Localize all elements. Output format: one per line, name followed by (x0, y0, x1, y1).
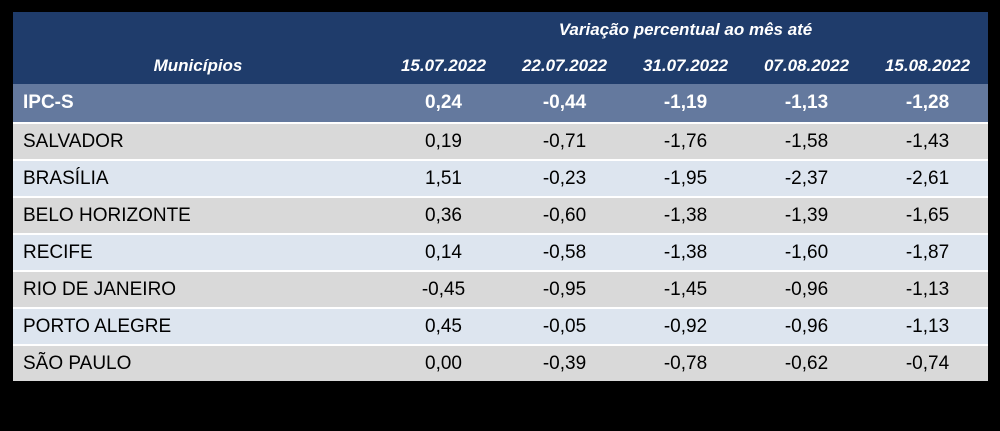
value-cell: -0,45 (421, 278, 466, 300)
value-cell: -1,95 (663, 167, 708, 189)
value-cell: -0,92 (663, 315, 708, 337)
value-cell: -0,74 (905, 352, 950, 374)
ipcs-variation-table: Variação percentual ao mês até Município… (13, 12, 988, 381)
row-label: BELO HORIZONTE (23, 204, 191, 226)
value-cell: -0,71 (542, 130, 587, 152)
value-cell: 1,51 (425, 167, 462, 189)
value-cell: -0,05 (542, 315, 587, 337)
value-cell: -0,23 (542, 167, 587, 189)
row-label: BRASÍLIA (23, 167, 109, 189)
row-label: PORTO ALEGRE (23, 315, 172, 337)
value-cell: 0,24 (425, 92, 462, 113)
value-cell: -0,96 (784, 315, 829, 337)
row-label: SÃO PAULO (23, 352, 132, 374)
value-cell: -0,62 (784, 352, 829, 374)
value-cell: -1,45 (663, 278, 708, 300)
row-label: RECIFE (23, 241, 93, 263)
table-row-belo-horizonte: BELO HORIZONTE 0,36 -0,60 -1,38 -1,39 -1… (13, 196, 988, 233)
value-cell: -1,65 (905, 204, 950, 226)
value-cell: 0,19 (425, 130, 462, 152)
value-cell: -0,39 (542, 352, 587, 374)
value-cell: -1,13 (905, 315, 950, 337)
header-group-title: Variação percentual ao mês até (558, 20, 813, 39)
header-date-5: 15.08.2022 (884, 56, 971, 75)
value-cell: -1,39 (784, 204, 829, 226)
table-row-rio-de-janeiro: RIO DE JANEIRO -0,45 -0,95 -1,45 -0,96 -… (13, 270, 988, 307)
value-cell: -0,58 (542, 241, 587, 263)
value-cell: -0,78 (663, 352, 708, 374)
value-cell: -0,95 (542, 278, 587, 300)
value-cell: 0,14 (425, 241, 462, 263)
value-cell: 0,00 (425, 352, 462, 374)
value-cell: -1,19 (663, 92, 708, 113)
table-row-recife: RECIFE 0,14 -0,58 -1,38 -1,60 -1,87 (13, 233, 988, 270)
value-cell: -1,28 (905, 92, 950, 113)
value-cell: 0,36 (425, 204, 462, 226)
header-date-4: 07.08.2022 (763, 56, 850, 75)
header-date-3: 31.07.2022 (642, 56, 729, 75)
value-cell: -1,38 (663, 204, 708, 226)
value-cell: -1,60 (784, 241, 829, 263)
header-date-1: 15.07.2022 (400, 56, 487, 75)
value-cell: -0,96 (784, 278, 829, 300)
table-row-brasilia: BRASÍLIA 1,51 -0,23 -1,95 -2,37 -2,61 (13, 159, 988, 196)
table-row-ipcs: IPC-S 0,24 -0,44 -1,19 -1,13 -1,28 (13, 84, 988, 122)
table-row-sao-paulo: SÃO PAULO 0,00 -0,39 -0,78 -0,62 -0,74 (13, 344, 988, 381)
value-cell: -1,38 (663, 241, 708, 263)
row-label: IPC-S (23, 92, 74, 113)
value-cell: 0,45 (425, 315, 462, 337)
value-cell: -1,76 (663, 130, 708, 152)
header-municipios: Municípios (153, 56, 243, 75)
value-cell: -1,43 (905, 130, 950, 152)
value-cell: -0,60 (542, 204, 587, 226)
table-row-salvador: SALVADOR 0,19 -0,71 -1,76 -1,58 -1,43 (13, 122, 988, 159)
value-cell: -0,44 (542, 92, 587, 113)
row-label: RIO DE JANEIRO (23, 278, 177, 300)
table-row-porto-alegre: PORTO ALEGRE 0,45 -0,05 -0,92 -0,96 -1,1… (13, 307, 988, 344)
value-cell: -1,87 (905, 241, 950, 263)
value-cell: -1,13 (784, 92, 829, 113)
value-cell: -1,58 (784, 130, 829, 152)
header-date-2: 22.07.2022 (521, 56, 608, 75)
table-header: Variação percentual ao mês até Município… (13, 12, 988, 84)
row-label: SALVADOR (23, 130, 124, 152)
value-cell: -2,37 (784, 167, 829, 189)
value-cell: -1,13 (905, 278, 950, 300)
value-cell: -2,61 (905, 167, 950, 189)
